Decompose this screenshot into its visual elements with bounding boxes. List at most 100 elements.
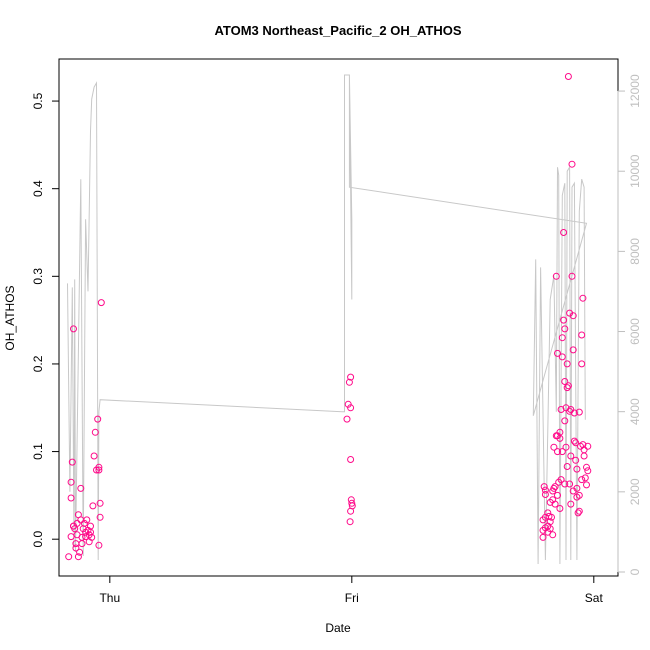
- data-point: [558, 448, 566, 456]
- data-point: [584, 467, 592, 475]
- data-point: [567, 500, 575, 508]
- data-point: [348, 499, 356, 507]
- x-axis: Thu Fri Sat: [99, 575, 604, 605]
- data-point: [564, 382, 572, 390]
- data-point: [562, 443, 570, 451]
- data-point: [96, 513, 104, 521]
- data-point: [546, 518, 554, 526]
- data-point: [83, 516, 91, 524]
- data-point: [540, 483, 548, 491]
- data-point: [78, 540, 86, 548]
- data-point: [563, 384, 571, 392]
- y-tick-label: 0.4: [31, 180, 45, 197]
- data-point: [65, 553, 73, 561]
- data-point: [345, 378, 353, 386]
- y2-tick-label: 2000: [628, 478, 642, 505]
- data-point: [544, 509, 552, 517]
- data-point: [566, 480, 574, 488]
- data-point: [558, 353, 566, 361]
- data-point: [552, 272, 560, 280]
- data-point: [347, 373, 355, 381]
- data-point: [87, 528, 94, 536]
- y2-tick-label: 0: [628, 568, 642, 575]
- data-point: [91, 428, 99, 436]
- data-point: [572, 439, 580, 447]
- data-point: [70, 325, 77, 333]
- data-point: [548, 513, 555, 521]
- data-point: [539, 533, 547, 541]
- data-point: [580, 452, 588, 460]
- data-point: [578, 331, 586, 339]
- data-point: [546, 498, 554, 506]
- data-point: [579, 294, 587, 302]
- y2-tick-label: 12000: [628, 74, 642, 108]
- data-point: [95, 463, 103, 471]
- data-point: [89, 502, 97, 510]
- data-point: [554, 491, 561, 499]
- y-axis-label: OH_ATHOS: [3, 285, 17, 350]
- data-point: [568, 160, 576, 168]
- data-point: [67, 533, 75, 541]
- data-point: [569, 346, 577, 354]
- data-point: [561, 378, 569, 385]
- data-point: [344, 400, 352, 408]
- y-tick-label: 0.2: [31, 355, 45, 372]
- data-point: [554, 448, 561, 456]
- data-point: [570, 409, 578, 417]
- data-point: [546, 525, 554, 533]
- data-point: [76, 548, 84, 556]
- x-axis-label: Date: [325, 621, 351, 635]
- data-point: [72, 544, 80, 552]
- data-point: [584, 442, 592, 450]
- line-series: [67, 74, 588, 565]
- data-point: [343, 415, 351, 423]
- data-point: [581, 474, 589, 482]
- data-point: [95, 466, 103, 474]
- data-point: [561, 417, 569, 425]
- data-point: [73, 519, 81, 527]
- y2-tick-label: 6000: [628, 318, 642, 345]
- plot-frame: [58, 58, 619, 577]
- data-point: [557, 406, 565, 413]
- data-point: [561, 480, 569, 488]
- data-point: [347, 404, 355, 412]
- data-point: [95, 541, 103, 549]
- x-tick-label: Thu: [99, 591, 120, 605]
- data-point: [554, 349, 561, 357]
- data-point: [346, 518, 354, 526]
- data-point: [551, 500, 559, 508]
- y-axis-right: 0 2000 4000 6000 8000 10000 12000: [617, 74, 642, 575]
- data-point: [560, 316, 568, 324]
- data-point: [549, 531, 557, 539]
- data-point: [579, 441, 587, 449]
- data-point: [67, 478, 75, 486]
- y-tick-label: 0.5: [31, 92, 45, 109]
- data-point: [67, 494, 75, 502]
- data-point: [541, 491, 549, 498]
- data-point: [575, 507, 583, 515]
- data-point: [562, 404, 570, 412]
- data-point: [583, 481, 590, 489]
- data-point: [578, 476, 586, 484]
- data-point: [94, 415, 102, 423]
- data-point: [79, 525, 87, 533]
- data-point: [561, 325, 569, 333]
- data-point: [347, 507, 355, 515]
- data-point: [541, 486, 549, 494]
- data-point: [564, 73, 572, 80]
- data-point: [569, 487, 577, 495]
- data-point: [550, 443, 558, 451]
- x-tick-label: Fri: [345, 591, 359, 605]
- data-point: [90, 452, 98, 460]
- data-point: [574, 509, 582, 517]
- point-series: [65, 73, 592, 561]
- data-point: [68, 458, 76, 466]
- data-point: [88, 533, 96, 541]
- data-point: [80, 519, 88, 527]
- data-point: [556, 505, 564, 512]
- data-point: [563, 360, 571, 368]
- data-point: [563, 463, 571, 470]
- x-tick-label: Sat: [585, 591, 604, 605]
- line-series-path: [67, 74, 588, 565]
